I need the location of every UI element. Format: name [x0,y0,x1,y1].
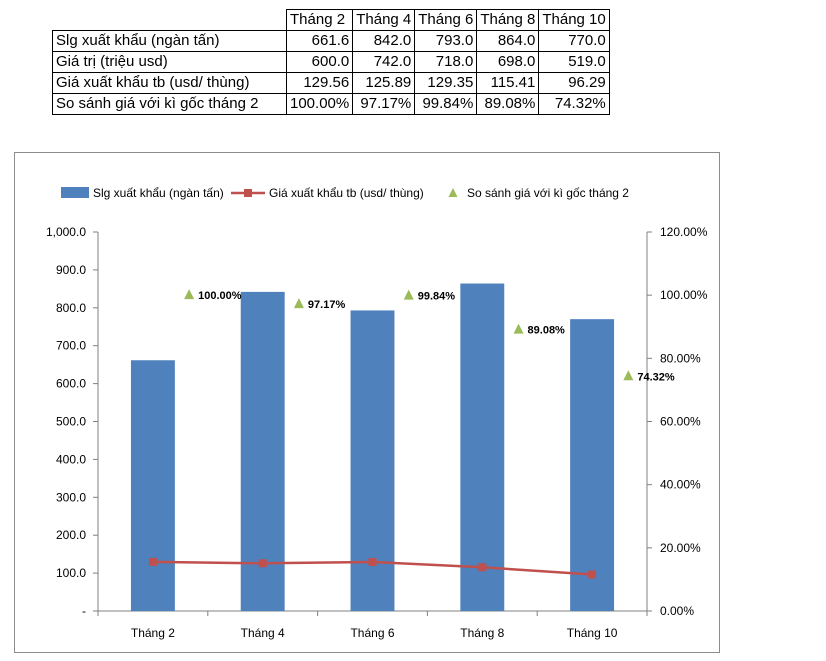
table-cell: 100.00% [285,93,354,115]
left-axis-tick-label: 400.0 [56,452,86,466]
table-row: Slg xuất khẩu (ngàn tấn) 661.6 842.0 793… [52,30,610,52]
table-cell: 770.0 [538,30,610,52]
line-point [478,563,487,572]
right-axis-tick-label: 120.00% [660,225,708,239]
left-axis-tick-label: 800.0 [56,301,86,315]
x-axis-tick-label: Tháng 8 [460,626,504,640]
bar [240,291,285,611]
line-point [588,570,597,579]
table-cell: 115.41 [476,72,540,94]
table-cell: 74.32% [538,93,610,115]
bar [460,283,505,611]
table-row: So sánh giá với kì gốc tháng 2 100.00% 9… [52,93,610,115]
legend-marker-square [244,189,252,197]
left-axis-tick-label: 700.0 [56,339,86,353]
combo-chart: Slg xuất khẩu (ngàn tấn) Giá xuất khẩu tb… [46,186,708,640]
legend-marker-triangle [448,188,458,197]
left-axis-tick-label: 100.0 [56,566,86,580]
bar [570,319,615,611]
left-axis-tick-label: - [82,604,86,618]
left-axis-tick-label: 200.0 [56,528,86,542]
row-label: Giá trị (triệu usd) [52,51,287,73]
table-cell: 99.84% [414,93,478,115]
scatter-point [293,298,304,309]
row-label: Slg xuất khẩu (ngàn tấn) [52,30,287,52]
x-axis-tick-label: Tháng 10 [567,626,618,640]
left-axis-tick-label: 900.0 [56,263,86,277]
table-cell: 698.0 [476,51,540,73]
data-label: 99.84% [418,291,456,303]
data-label: 89.08% [528,325,566,337]
scatter-point [403,289,414,300]
right-axis-tick-label: 40.00% [660,478,701,492]
line-point [258,559,267,568]
table-cell: 742.0 [352,51,416,73]
data-label: 97.17% [308,299,346,311]
column-header: Tháng 10 [538,9,610,31]
x-axis-tick-label: Tháng 6 [350,626,394,640]
data-label: 74.32% [637,371,675,383]
table-cell: 793.0 [414,30,478,52]
scatter-point [513,323,524,334]
table-cell: 129.35 [414,72,478,94]
left-axis-tick-label: 500.0 [56,415,86,429]
column-header: Tháng 6 [414,9,478,31]
bar [130,360,175,611]
table-cell: 97.17% [352,93,416,115]
right-axis-tick-label: 0.00% [660,604,694,618]
table-header-row: Tháng 2 Tháng 4 Tháng 6 Tháng 8 Tháng 10 [52,9,610,31]
x-axis-tick-label: Tháng 2 [131,626,175,640]
legend-label: So sánh giá với kì gốc tháng 2 [467,186,629,200]
right-axis-tick-label: 60.00% [660,415,701,429]
table-cell: 600.0 [285,51,354,73]
legend-label: Giá xuất khẩu tb (usd/ thùng) [269,186,424,200]
line-point [368,557,377,566]
table-cell: 129.56 [285,72,354,94]
table-cell: 519.0 [538,51,610,73]
table-corner-cell [52,9,287,31]
column-header: Tháng 8 [476,9,540,31]
left-axis-tick-label: 300.0 [56,490,86,504]
right-axis-tick-label: 20.00% [660,541,701,555]
chart-frame: Slg xuất khẩu (ngàn tấn) Giá xuất khẩu tb… [14,152,720,653]
table-cell: 96.29 [538,72,610,94]
table-cell: 842.0 [352,30,416,52]
scatter-point [184,289,195,300]
scatter-point [623,370,634,381]
table-cell: 89.08% [476,93,540,115]
line-point [148,557,157,566]
column-header: Tháng 2 [285,9,354,31]
table-row: Giá trị (triệu usd) 600.0 742.0 718.0 69… [52,51,610,73]
right-axis-tick-label: 100.00% [660,288,708,302]
x-axis-tick-label: Tháng 4 [241,626,285,640]
table-row: Giá xuất khẩu tb (usd/ thùng) 129.56 125… [52,72,610,94]
table-cell: 864.0 [476,30,540,52]
row-label: So sánh giá với kì gốc tháng 2 [52,93,287,115]
table-cell: 718.0 [414,51,478,73]
row-label: Giá xuất khẩu tb (usd/ thùng) [52,72,287,94]
table-cell: 661.6 [285,30,354,52]
column-header: Tháng 4 [352,9,416,31]
left-axis-tick-label: 600.0 [56,377,86,391]
data-label: 100.00% [198,290,242,302]
legend-label: Slg xuất khẩu (ngàn tấn) [93,186,224,200]
legend-swatch-bar [61,187,89,198]
table-cell: 125.89 [352,72,416,94]
left-axis-tick-label: 1,000.0 [46,225,86,239]
data-table: Tháng 2 Tháng 4 Tháng 6 Tháng 8 Tháng 10… [52,9,610,115]
right-axis-tick-label: 80.00% [660,351,701,365]
